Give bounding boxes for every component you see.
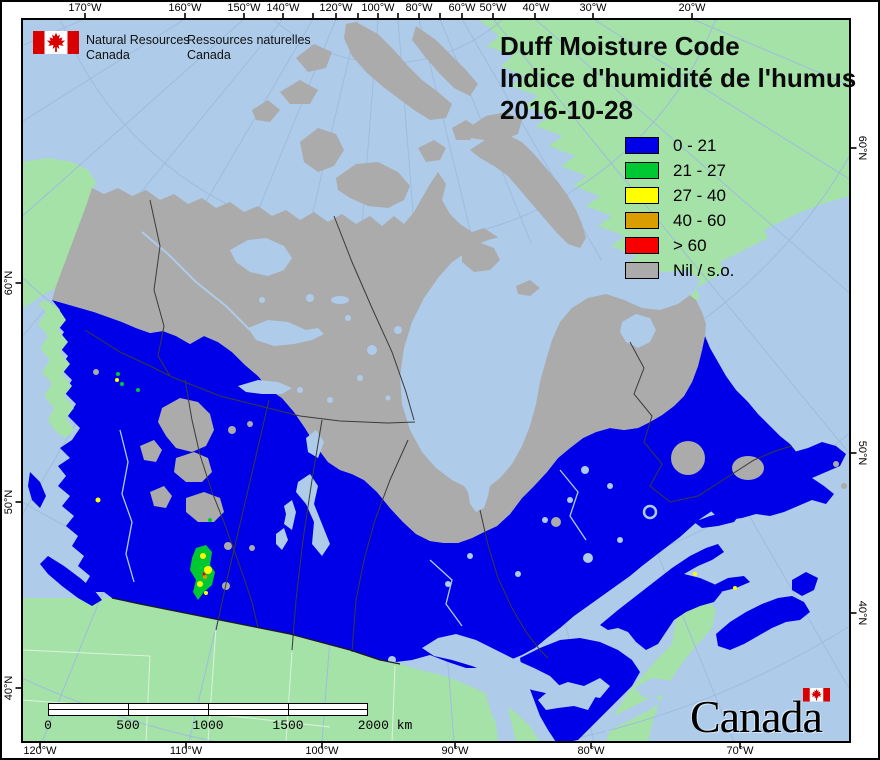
legend-item: Nil / s.o. <box>625 258 734 283</box>
rivers <box>119 231 587 627</box>
axis-label-bottom: 100°W <box>305 745 339 757</box>
scalebar-divider <box>208 704 210 715</box>
legend-item: > 60 <box>625 233 734 258</box>
legend-label: 21 - 27 <box>673 160 726 180</box>
axis-label-right: 60°N <box>856 135 868 161</box>
nrcan-name-fr: Ressources naturelles Canada <box>187 33 311 63</box>
hudson-bay <box>400 236 700 512</box>
nrcan-name-fr-line2: Canada <box>187 48 231 62</box>
axis-label-bottom: 120°W <box>23 745 57 757</box>
legend-swatch-extreme <box>625 237 659 254</box>
scalebar-label: 500 <box>116 718 140 733</box>
foreign-landmass <box>23 20 849 741</box>
nrcan-name-en-line1: Natural Resources <box>86 33 190 47</box>
axis-label-top: 160°W <box>168 2 202 14</box>
axis-label-top: 30°W <box>579 2 607 14</box>
wordmark-text: Canada <box>690 691 823 742</box>
scalebar-bar <box>48 703 368 716</box>
foxe-basin <box>500 242 542 278</box>
scalebar-label: 0 <box>44 718 52 733</box>
alaska-panhandle <box>38 300 74 438</box>
axis-label-top: 120°W <box>319 2 353 14</box>
axis-label-bottom: 110°W <box>169 745 203 757</box>
axis-label-bottom: 80°W <box>577 745 605 757</box>
map-title-en: Duff Moisture Code <box>500 31 740 61</box>
map-title: Duff Moisture Code Indice d'humidité de … <box>500 30 856 126</box>
legend-label: 0 - 21 <box>673 135 717 155</box>
legend-swatch-high <box>625 187 659 204</box>
legend-item: 27 - 40 <box>625 183 734 208</box>
inland-lakes <box>230 238 674 741</box>
scalebar-divider <box>128 704 130 715</box>
legend-swatch-low <box>625 137 659 154</box>
axis-label-top: 20°W <box>678 2 706 14</box>
axis-label-top: 140°W <box>266 2 300 14</box>
axis-label-left: 40°N <box>3 675 15 701</box>
axis-label-left: 60°N <box>3 270 15 296</box>
greenland <box>479 20 849 310</box>
scalebar-divider <box>288 704 290 715</box>
axis-label-top: 60°W <box>448 2 476 14</box>
dmc-spots <box>95 372 737 600</box>
legend-label: 40 - 60 <box>673 210 726 230</box>
legend-swatch-very-high <box>625 212 659 229</box>
scalebar-label: 1000 <box>192 718 224 733</box>
axis-label-top: 50°W <box>479 2 507 14</box>
axis-label-top: 100°W <box>361 2 395 14</box>
legend-item: 0 - 21 <box>625 133 734 158</box>
nil-region <box>52 172 706 543</box>
legend-label: > 60 <box>673 235 707 255</box>
axis-label-top: 40°W <box>522 2 550 14</box>
axis-label-right: 40°N <box>856 600 868 626</box>
canada-wordmark: Canada <box>690 688 860 742</box>
scalebar-label: 1500 <box>272 718 304 733</box>
canada-us-border <box>111 597 401 665</box>
legend-label: Nil / s.o. <box>673 260 735 280</box>
ungava-bay <box>620 314 656 348</box>
legend-swatch-nil <box>625 262 659 279</box>
map-frame <box>21 18 851 743</box>
longitude-ticks <box>39 13 741 749</box>
arctic-islands <box>252 22 586 296</box>
axis-label-left: 50°N <box>3 489 15 515</box>
scalebar-label-end: 2000 km <box>357 718 413 733</box>
legend-swatch-moderate <box>625 162 659 179</box>
axis-label-bottom: 70°W <box>726 745 754 757</box>
legend-item: 40 - 60 <box>625 208 734 233</box>
scalebar-labels: 0 500 1000 1500 2000 km <box>44 716 412 733</box>
map-title-fr: Indice d'humidité de l'humus <box>500 63 857 93</box>
nil-blobs <box>93 369 847 590</box>
nrcan-name-fr-line1: Ressources naturelles <box>187 33 311 47</box>
axis-label-bottom: 90°W <box>441 745 469 757</box>
nrcan-name-en-line2: Canada <box>86 48 130 62</box>
wordmark-flag-icon <box>803 688 830 702</box>
legend: 0 - 21 21 - 27 27 - 40 40 - 60 > 60 Nil … <box>625 133 734 283</box>
nrcan-signature: Natural Resources Canada Ressources natu… <box>33 31 311 62</box>
province-borders <box>84 199 793 659</box>
latitude-ticks <box>15 147 857 689</box>
legend-item: 21 - 27 <box>625 158 734 183</box>
new-england <box>606 590 716 741</box>
nrcan-name-en: Natural Resources Canada <box>86 33 190 63</box>
map-title-date: 2016-10-28 <box>500 95 633 125</box>
axis-label-top: 80°W <box>405 2 433 14</box>
axis-label-top: 170°W <box>68 2 102 14</box>
canada-flag-icon <box>33 31 79 54</box>
legend-label: 27 - 40 <box>673 185 726 205</box>
axis-label-right: 50°N <box>856 440 868 466</box>
axis-label-top: 150°W <box>227 2 261 14</box>
scalebar: 0 500 1000 1500 2000 km <box>44 703 412 733</box>
